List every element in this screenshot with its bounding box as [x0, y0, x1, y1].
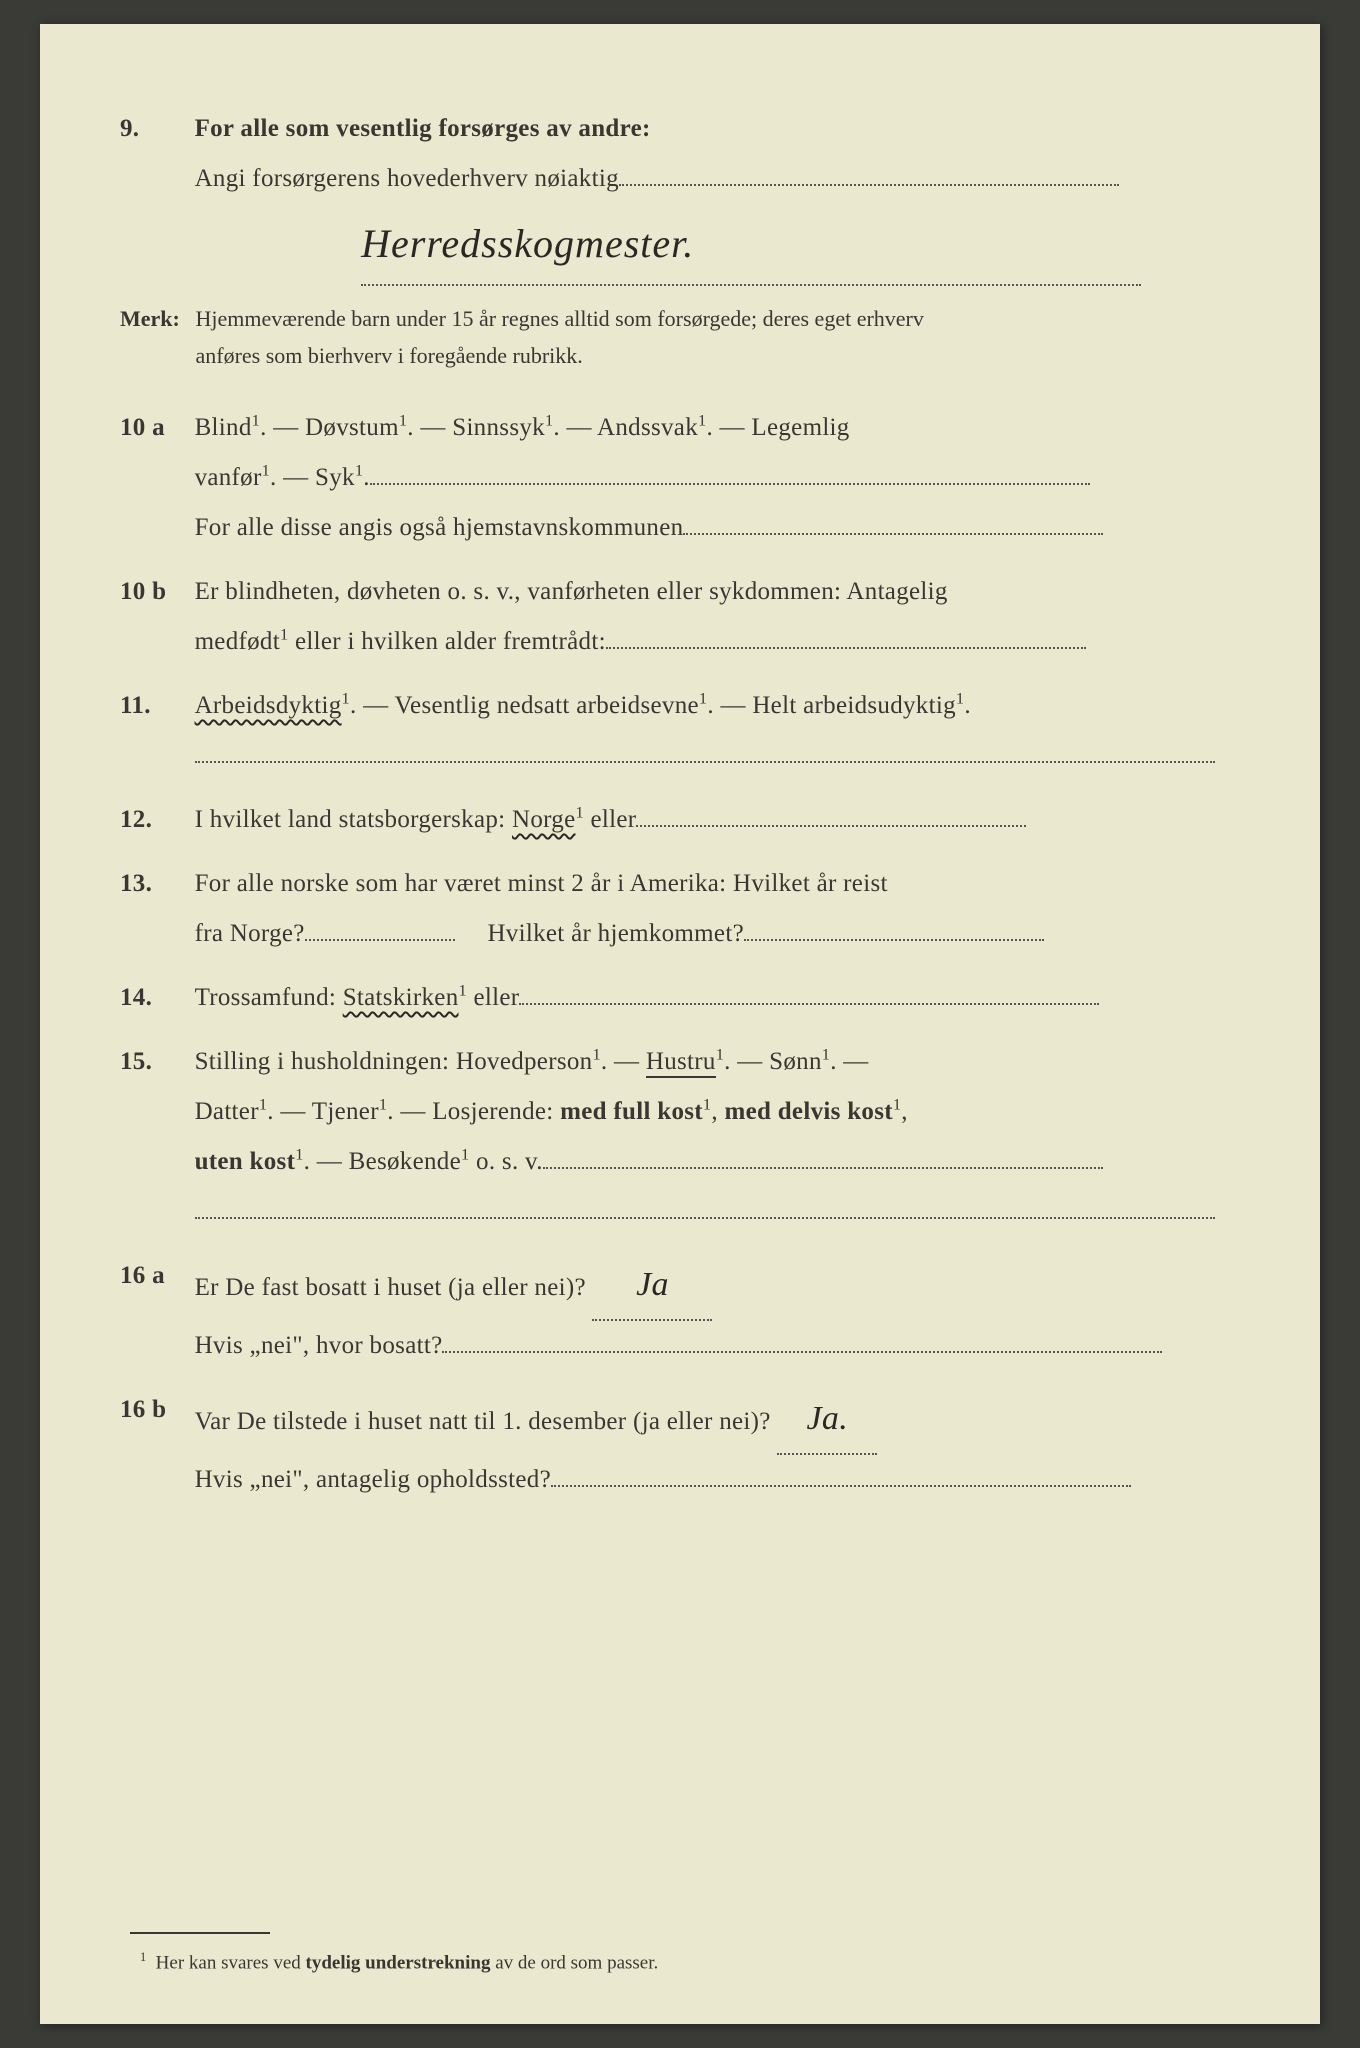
- q15-o1: Hovedperson: [456, 1048, 593, 1075]
- blank-line: [619, 157, 1119, 187]
- q10a-opt1: Blind: [195, 414, 252, 441]
- q15-o4: Datter: [195, 1098, 259, 1125]
- q16a-sub: Hvis „nei", hvor bosatt?: [195, 1332, 443, 1359]
- blank-line: [305, 911, 455, 941]
- q13: 13. For alle norske som har været minst …: [120, 859, 1250, 959]
- footnote-text: Her kan svares ved: [156, 1952, 306, 1973]
- q10b-line1: Er blindheten, døvheten o. s. v., vanfør…: [195, 578, 948, 605]
- q9-handwritten: Herredsskogmester.: [361, 204, 1141, 286]
- blank-line: [683, 505, 1103, 535]
- q16b-ans: Ja.: [807, 1400, 849, 1437]
- q16b-num: 16 b: [120, 1385, 188, 1435]
- q16a: 16 a Er De fast bosatt i huset (ja eller…: [120, 1251, 1250, 1371]
- q15-l1: med full kost: [560, 1098, 703, 1125]
- q11-opt3: Helt arbeidsudyktig: [752, 692, 956, 719]
- q10b-medfodt: medfødt: [195, 628, 280, 655]
- q10b-mid: eller i hvilken alder fremtrådt:: [295, 628, 606, 655]
- q13-line2a: fra Norge?: [195, 920, 305, 947]
- q10b-num: 10 b: [120, 567, 188, 617]
- q10b: 10 b Er blindheten, døvheten o. s. v., v…: [120, 567, 1250, 667]
- q12-norge: Norge: [512, 806, 576, 833]
- q15: 15. Stilling i husholdningen: Hovedperso…: [120, 1037, 1250, 1237]
- q9-sub: Angi forsørgerens hovederhverv nøiaktig: [195, 165, 619, 192]
- merk-line1: Hjemmeværende barn under 15 år regnes al…: [196, 306, 924, 331]
- merk-line2: anføres som bierhverv i foregående rubri…: [196, 343, 583, 368]
- q15-lead: Stilling i husholdningen:: [195, 1048, 456, 1075]
- footnote-sup: 1: [140, 1950, 146, 1964]
- blank-line: [442, 1323, 1162, 1353]
- merk-label: Merk:: [120, 300, 190, 337]
- q10a-opt6: vanfør: [195, 464, 262, 491]
- q15-l3: uten kost: [195, 1148, 296, 1175]
- q15-bes: Besøkende: [349, 1148, 461, 1175]
- q16b-text: Var De tilstede i huset natt til 1. dese…: [195, 1408, 771, 1435]
- blank-line: [551, 1457, 1131, 1487]
- q14-stat: Statskirken: [343, 984, 459, 1011]
- q9-lead: For alle som vesentlig forsørges av andr…: [195, 115, 651, 142]
- q9: 9. For alle som vesentlig forsørges av a…: [120, 104, 1250, 286]
- q9-num: 9.: [120, 104, 188, 154]
- q15-o3: Sønn: [769, 1048, 822, 1075]
- document-page: 9. For alle som vesentlig forsørges av a…: [40, 24, 1320, 2024]
- q10a: 10 a Blind1. — Døvstum1. — Sinnssyk1. — …: [120, 403, 1250, 553]
- blank-line: [636, 797, 1026, 827]
- footnote-tail: av de ord som passer.: [495, 1952, 658, 1973]
- blank-line: [543, 1139, 1103, 1169]
- q10a-opt3: Sinnssyk: [452, 414, 545, 441]
- blank-line: [606, 619, 1086, 649]
- q16b: 16 b Var De tilstede i huset natt til 1.…: [120, 1385, 1250, 1505]
- footnote-bold: tydelig understrekning: [306, 1952, 491, 1973]
- q16a-text: Er De fast bosatt i huset (ja eller nei)…: [195, 1274, 586, 1301]
- q14-num: 14.: [120, 973, 188, 1023]
- q15-tail: o. s. v.: [476, 1148, 543, 1175]
- q12-after: eller: [591, 806, 637, 833]
- q14: 14. Trossamfund: Statskirken1 eller: [120, 973, 1250, 1023]
- q16a-ans: Ja: [636, 1266, 669, 1303]
- q12: 12. I hvilket land statsborgerskap: Norg…: [120, 795, 1250, 845]
- q15-o5: Tjener: [312, 1098, 379, 1125]
- blank-line: [195, 733, 1215, 763]
- q15-l2: med delvis kost: [724, 1098, 892, 1125]
- q12-text: I hvilket land statsborgerskap:: [195, 806, 512, 833]
- q11-num: 11.: [120, 681, 188, 731]
- q13-num: 13.: [120, 859, 188, 909]
- q10a-num: 10 a: [120, 403, 188, 453]
- q13-line1: For alle norske som har været minst 2 år…: [195, 870, 888, 897]
- q15-los: Losjerende:: [432, 1098, 560, 1125]
- q13-line2b: Hvilket år hjemkommet?: [487, 920, 744, 947]
- q12-num: 12.: [120, 795, 188, 845]
- q14-text: Trossamfund:: [195, 984, 343, 1011]
- blank-line: [519, 975, 1099, 1005]
- q11-opt2: Vesentlig nedsatt arbeidsevne: [394, 692, 698, 719]
- q10a-opt2: Døvstum: [305, 414, 399, 441]
- q10a-opt4: Andssvak: [597, 414, 698, 441]
- q16a-num: 16 a: [120, 1251, 188, 1301]
- footnote-rule: [130, 1932, 270, 1934]
- q15-o2: Hustru: [646, 1048, 716, 1078]
- q11-opt1: Arbeidsdyktig: [195, 692, 342, 719]
- footnote: 1 Her kan svares ved tydelig understrekn…: [140, 1950, 658, 1974]
- blank-line: [195, 1189, 1215, 1219]
- merk-note: Merk: Hjemmeværende barn under 15 år reg…: [120, 300, 1250, 375]
- q15-num: 15.: [120, 1037, 188, 1087]
- q10a-opt7: Syk: [315, 464, 355, 491]
- q11: 11. Arbeidsdyktig1. — Vesentlig nedsatt …: [120, 681, 1250, 781]
- q16b-sub: Hvis „nei", antagelig opholdssted?: [195, 1466, 551, 1493]
- blank-line: [744, 911, 1044, 941]
- q10a-line3: For alle disse angis også hjemstavnskomm…: [195, 514, 684, 541]
- blank-line: [370, 455, 1090, 485]
- q10a-opt5: Legemlig: [751, 414, 849, 441]
- q14-after: eller: [474, 984, 520, 1011]
